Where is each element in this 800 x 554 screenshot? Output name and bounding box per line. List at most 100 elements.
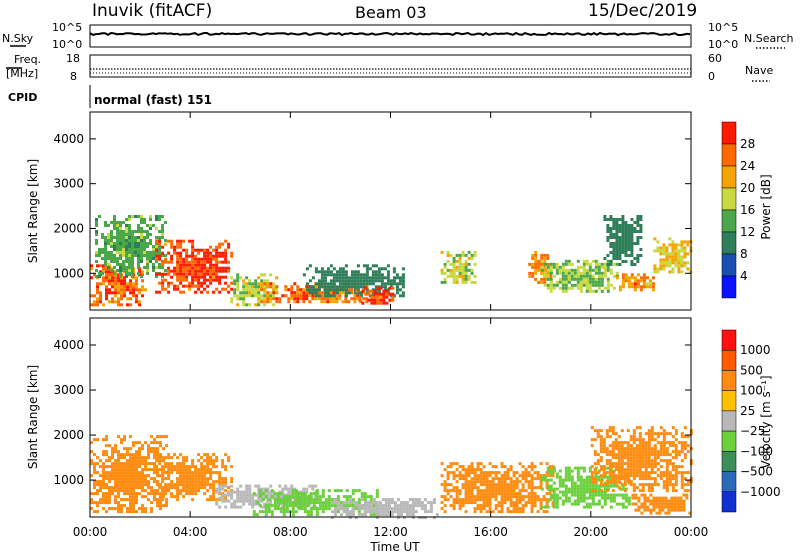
velocity-cell [227, 459, 231, 463]
power-cell [111, 297, 114, 301]
velocity-cell [590, 474, 594, 478]
velocity-cell [443, 483, 447, 487]
velocity-cell [108, 444, 111, 448]
power-cell [113, 257, 116, 260]
velocity-cell [464, 468, 468, 472]
power-cell [326, 297, 330, 301]
velocity-cell [93, 468, 96, 472]
velocity-cell [512, 486, 516, 490]
velocity-cell [494, 507, 498, 511]
velocity-cell [150, 507, 153, 511]
velocity-cell [158, 498, 162, 502]
power-cell [585, 280, 589, 284]
power-cell [549, 274, 553, 278]
power-cell [373, 292, 377, 296]
power-cell [606, 289, 610, 293]
power-cell [188, 287, 192, 291]
velocity-cell [670, 496, 674, 500]
power-cell [96, 282, 99, 286]
power-cell [197, 257, 201, 261]
power-cell [221, 242, 225, 246]
power-cell [386, 279, 390, 283]
velocity-cell [503, 486, 507, 490]
velocity-cell [670, 508, 674, 512]
power-cell [651, 285, 655, 289]
power-cell [110, 233, 113, 236]
velocity-cell [545, 474, 549, 478]
velocity-cell [303, 492, 307, 496]
velocity-cell [653, 471, 657, 475]
velocity-cell [647, 432, 651, 436]
velocity-cell [321, 492, 325, 496]
velocity-cell [582, 487, 586, 491]
power-cell [443, 277, 447, 281]
power-cell [161, 287, 165, 291]
velocity-cell [638, 468, 642, 472]
power-cell [152, 263, 155, 266]
velocity-cell [555, 502, 559, 506]
power-cell [105, 285, 108, 289]
power-cell [323, 285, 327, 289]
power-cell [555, 280, 559, 284]
power-cell [335, 276, 339, 280]
power-cell [326, 282, 330, 286]
velocity-cell [674, 456, 678, 460]
velocity-cell [617, 486, 621, 490]
velocity-cell [270, 513, 274, 517]
velocity-cell [647, 453, 651, 457]
velocity-cell [488, 471, 492, 475]
power-cell [119, 254, 122, 257]
velocity-cell [452, 489, 456, 493]
velocity-cell [153, 462, 156, 466]
velocity-cell [614, 480, 618, 484]
velocity-cell [257, 493, 261, 497]
velocity-cell [671, 444, 675, 448]
velocity-cell [582, 484, 586, 488]
power-cell [615, 251, 619, 254]
velocity-cell [141, 471, 144, 475]
power-cell [242, 303, 246, 307]
velocity-cell [564, 484, 568, 488]
velocity-cell [276, 507, 280, 511]
velocity-cell [420, 504, 424, 508]
power-cell [467, 268, 471, 272]
velocity-cell [611, 462, 615, 466]
velocity-cell [239, 496, 243, 500]
power-cell [302, 288, 306, 292]
power-cell [215, 275, 219, 279]
velocity-cell [570, 493, 574, 497]
power-cell [546, 277, 550, 281]
velocity-cell [161, 495, 165, 499]
velocity-cell [129, 501, 132, 505]
velocity-cell [333, 507, 337, 511]
velocity-cell [596, 471, 600, 475]
velocity-cell [647, 450, 651, 454]
power-cell [272, 291, 276, 295]
velocity-cell [159, 444, 162, 448]
power-cell [161, 278, 165, 282]
power-cell [606, 259, 610, 263]
power-cell [200, 269, 204, 273]
power-cell [233, 294, 237, 298]
velocity-cell [591, 499, 595, 503]
velocity-cell [141, 459, 144, 463]
velocity-cell [638, 444, 642, 448]
power-cell [452, 277, 456, 281]
velocity-cell [132, 468, 135, 472]
velocity-cell [390, 513, 394, 517]
velocity-cell [470, 495, 474, 499]
power-cell [131, 257, 134, 260]
power-cell [104, 221, 107, 224]
velocity-cell [485, 492, 489, 496]
velocity-cell [676, 502, 680, 506]
velocity-cell [458, 489, 462, 493]
power-cell [308, 288, 312, 292]
velocity-cell [530, 477, 534, 481]
power-cell [335, 285, 339, 289]
velocity-cell [218, 471, 222, 475]
velocity-cell [108, 477, 111, 481]
power-cell [131, 260, 134, 263]
velocity-cell [515, 504, 519, 508]
velocity-cell [658, 505, 662, 509]
velocity-cell [608, 468, 612, 472]
